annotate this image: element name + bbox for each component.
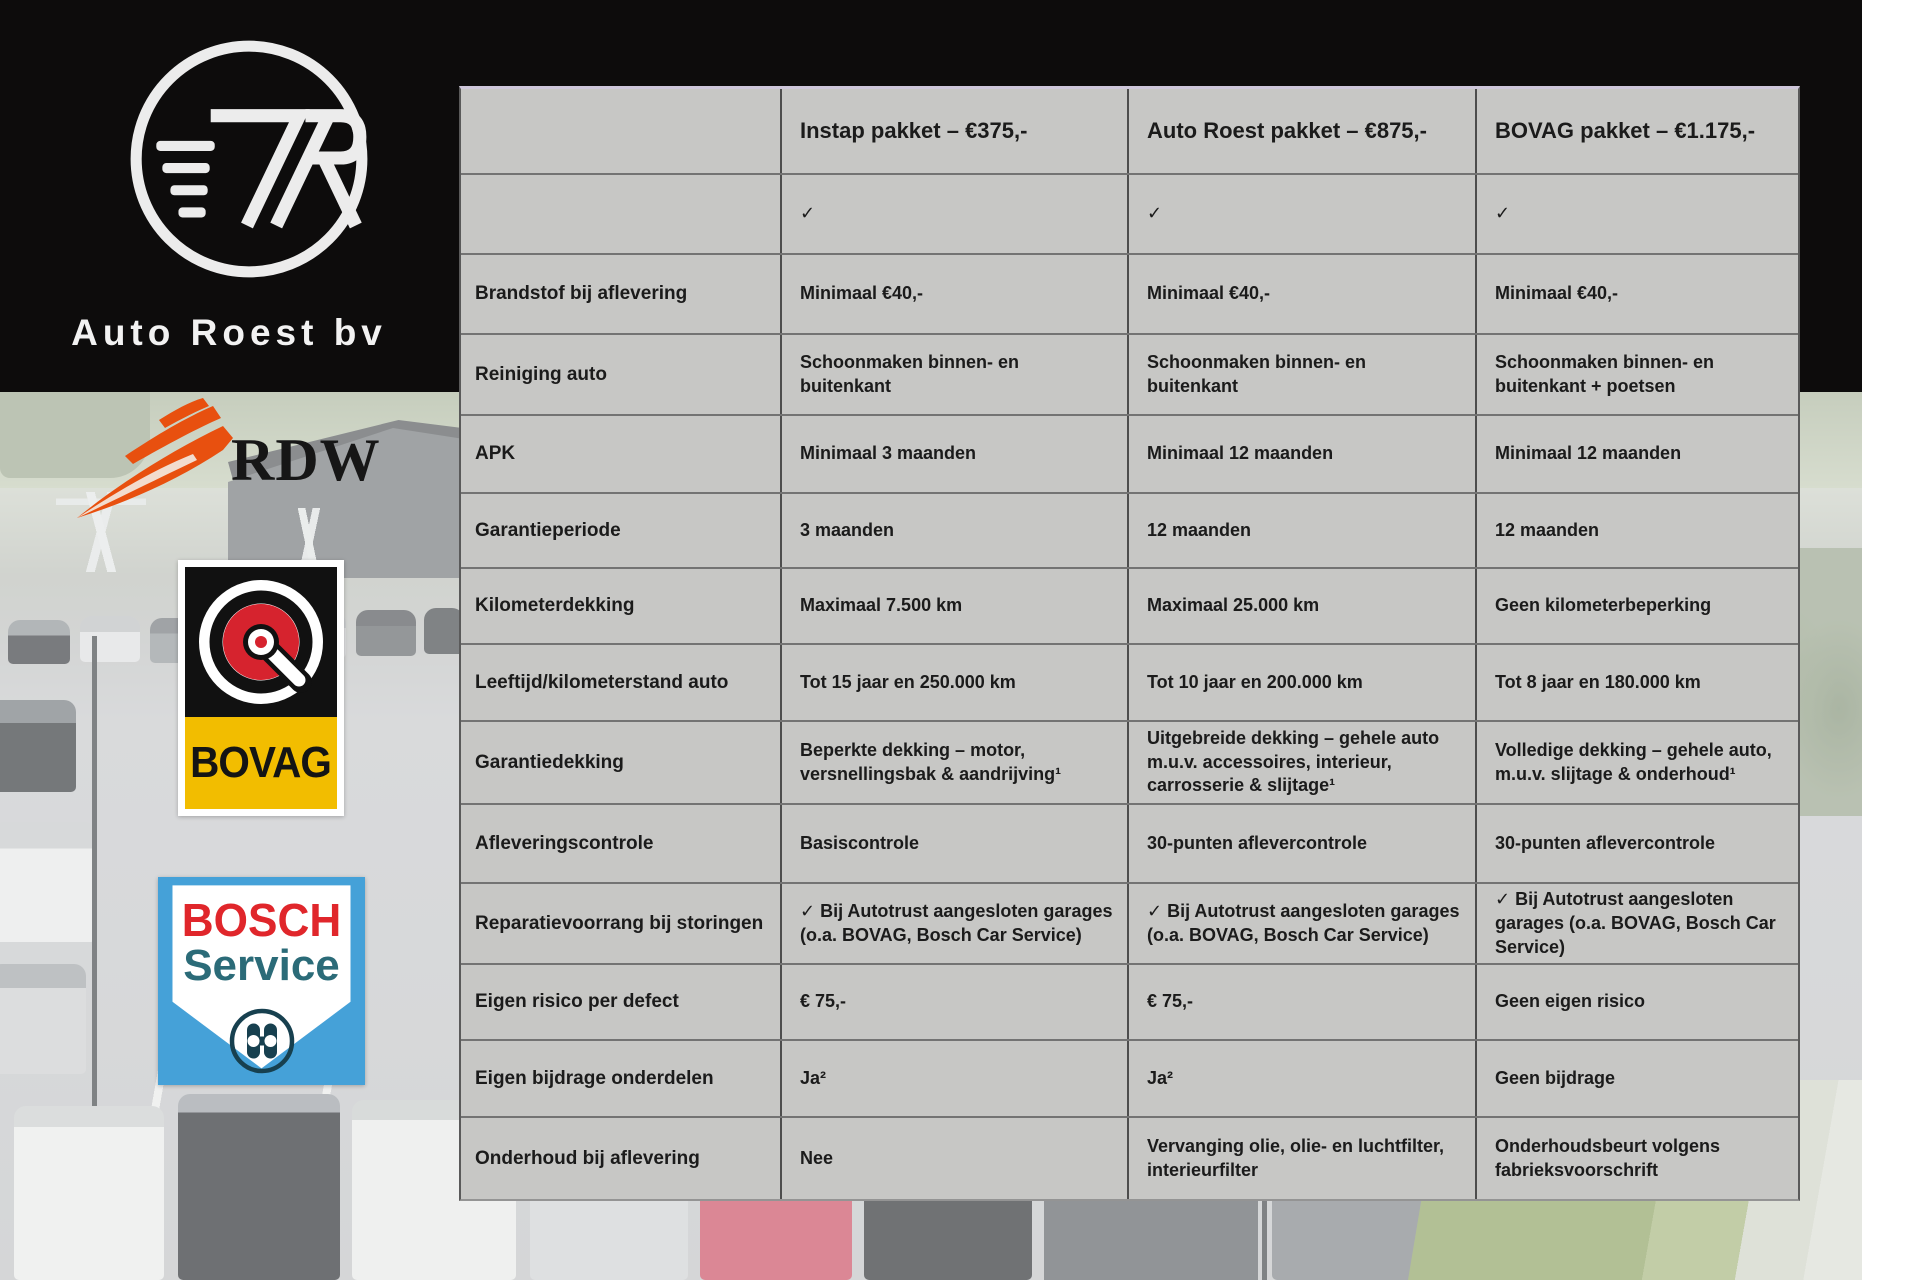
parked-car <box>178 1094 340 1280</box>
table-row: Eigen risico per defect € 75,- € 75,- Ge… <box>461 963 1798 1039</box>
table-cell: Tot 8 jaar en 180.000 km <box>1475 645 1798 720</box>
table-cell: Ja² <box>1127 1041 1475 1116</box>
table-header-row: Instap pakket – €375,- Auto Roest pakket… <box>461 89 1798 173</box>
bovag-wordmark: BOVAG <box>185 717 337 809</box>
table-cell: € 75,- <box>780 965 1127 1039</box>
table-cell: Minimaal 3 maanden <box>780 416 1127 492</box>
header-instap-pakket: Instap pakket – €375,- <box>780 89 1127 173</box>
table-row: Afleveringscontrole Basiscontrole 30-pun… <box>461 803 1798 882</box>
auto-roest-logo-icon <box>130 40 368 278</box>
check-icon: ✓ <box>780 175 1127 253</box>
table-cell: ✓ Bij Autotrust aangesloten garages (o.a… <box>1475 884 1798 964</box>
parked-car <box>0 822 96 942</box>
table-row: Reiniging auto Schoonmaken binnen- en bu… <box>461 333 1798 414</box>
table-cell: 3 maanden <box>780 494 1127 567</box>
table-cell: Minimaal 12 maanden <box>1127 416 1475 492</box>
table-cell: Maximaal 25.000 km <box>1127 569 1475 643</box>
bovag-emblem-icon <box>199 580 323 704</box>
header-auto-roest-pakket: Auto Roest pakket – €875,- <box>1127 89 1475 173</box>
table-cell: ✓ Bij Autotrust aangesloten garages (o.a… <box>780 884 1127 964</box>
table-cell: Onderhoudsbeurt volgens fabrieksvoorschr… <box>1475 1118 1798 1199</box>
parked-car <box>0 964 86 1074</box>
header-empty <box>461 89 780 173</box>
bovag-logo: BOVAG <box>178 560 344 816</box>
table-cell: Geen bijdrage <box>1475 1041 1798 1116</box>
header-bovag-pakket: BOVAG pakket – €1.175,- <box>1475 89 1798 173</box>
rdw-swoosh-icon <box>77 398 233 518</box>
table-cell: Volledige dekking – gehele auto, m.u.v. … <box>1475 722 1798 803</box>
table-cell: ✓ Bij Autotrust aangesloten garages (o.a… <box>1127 884 1475 964</box>
table-cell: Nee <box>780 1118 1127 1199</box>
row-label: Kilometerdekking <box>475 595 635 617</box>
bovag-logo-text: BOVAG <box>190 738 333 787</box>
table-cell: Vervanging olie, olie- en luchtfilter, i… <box>1127 1118 1475 1199</box>
row-label: Reiniging auto <box>475 363 607 385</box>
table-cell: Minimaal €40,- <box>1127 255 1475 333</box>
table-row: Eigen bijdrage onderdelen Ja² Ja² Geen b… <box>461 1039 1798 1116</box>
table-cell: 12 maanden <box>1475 494 1798 567</box>
auto-roest-logo: Auto Roest bv <box>0 0 458 392</box>
check-icon: ✓ <box>1475 175 1798 253</box>
table-row: Leeftijd/kilometerstand auto Tot 15 jaar… <box>461 643 1798 720</box>
table-cell: Minimaal €40,- <box>1475 255 1798 333</box>
package-comparison-table: Instap pakket – €375,- Auto Roest pakket… <box>459 86 1800 1201</box>
parked-car <box>80 616 140 662</box>
parked-car <box>8 620 70 664</box>
table-cell: 12 maanden <box>1127 494 1475 567</box>
table-cell: Tot 15 jaar en 250.000 km <box>780 645 1127 720</box>
table-cell: Beperkte dekking – motor, versnellingsba… <box>780 722 1127 803</box>
row-label: Brandstof bij aflevering <box>475 283 688 305</box>
table-row: Garantiedekking Beperkte dekking – motor… <box>461 720 1798 803</box>
parked-car <box>0 700 76 792</box>
bosch-armature-icon <box>229 1008 294 1074</box>
bovag-emblem <box>185 567 337 717</box>
table-cell: Maximaal 7.500 km <box>780 569 1127 643</box>
table-row: Brandstof bij aflevering Minimaal €40,- … <box>461 253 1798 333</box>
table-row: Reparatievoorrang bij storingen ✓ Bij Au… <box>461 882 1798 964</box>
row-label: Eigen bijdrage onderdelen <box>475 1067 714 1089</box>
table-cell: Basiscontrole <box>780 805 1127 882</box>
row-label: Onderhoud bij aflevering <box>475 1147 700 1169</box>
row-label: Garantieperiode <box>475 519 621 541</box>
row-label: APK <box>475 443 516 465</box>
row-label: Afleveringscontrole <box>475 832 654 854</box>
table-cell: Uitgebreide dekking – gehele auto m.u.v.… <box>1127 722 1475 803</box>
row-label: Eigen risico per defect <box>475 991 679 1013</box>
table-row: ✓ ✓ ✓ <box>461 173 1798 253</box>
table-row: Kilometerdekking Maximaal 7.500 km Maxim… <box>461 567 1798 643</box>
table-cell: 30-punten aflevercontrole <box>1127 805 1475 882</box>
lamp-post <box>92 636 97 1240</box>
table-cell: Schoonmaken binnen- en buitenkant <box>1127 335 1475 414</box>
bosch-service-text: Service <box>183 941 340 990</box>
table-row: Garantieperiode 3 maanden 12 maanden 12 … <box>461 492 1798 567</box>
table-cell: Geen kilometerbeperking <box>1475 569 1798 643</box>
parked-car <box>356 610 416 656</box>
table-cell: 30-punten aflevercontrole <box>1475 805 1798 882</box>
parked-car <box>424 608 464 654</box>
rdw-logo-text: RDW <box>231 427 381 493</box>
bosch-service-logo: BOSCH Service <box>158 877 365 1085</box>
check-icon: ✓ <box>1127 175 1475 253</box>
table-cell: Schoonmaken binnen- en buitenkant + poet… <box>1475 335 1798 414</box>
row-label: Garantiedekking <box>475 751 624 773</box>
table-cell: Ja² <box>780 1041 1127 1116</box>
table-cell: Geen eigen risico <box>1475 965 1798 1039</box>
table-cell: Schoonmaken binnen- en buitenkant <box>780 335 1127 414</box>
row-label: Reparatievoorrang bij storingen <box>475 913 764 935</box>
table-cell: Minimaal 12 maanden <box>1475 416 1798 492</box>
table-cell: Minimaal €40,- <box>780 255 1127 333</box>
table-cell: Tot 10 jaar en 200.000 km <box>1127 645 1475 720</box>
parked-car <box>14 1106 164 1280</box>
bosch-logo-text: BOSCH <box>181 894 342 946</box>
table-row: APK Minimaal 3 maanden Minimaal 12 maand… <box>461 414 1798 492</box>
row-label: Leeftijd/kilometerstand auto <box>475 671 729 693</box>
table-cell: € 75,- <box>1127 965 1475 1039</box>
rdw-logo: RDW <box>73 398 403 533</box>
row-label <box>461 175 780 253</box>
company-name: Auto Roest bv <box>71 312 387 353</box>
table-row: Onderhoud bij aflevering Nee Vervanging … <box>461 1116 1798 1199</box>
